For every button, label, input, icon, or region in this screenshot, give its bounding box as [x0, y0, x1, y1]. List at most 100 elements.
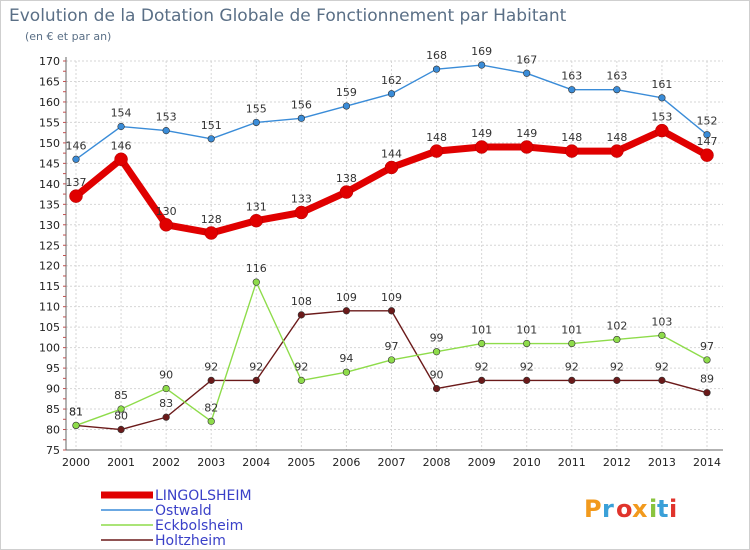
data-label-ostwald-2011: 163 [561, 70, 582, 83]
point-lingolsheim-2011 [565, 144, 579, 158]
point-ostwald-2011 [568, 86, 576, 94]
legend-label-eckbolsheim: Eckbolsheim [155, 518, 243, 534]
point-eckbolsheim-2006 [342, 368, 351, 376]
point-lingolsheim-2010 [519, 140, 534, 154]
point-eckbolsheim-2002 [162, 384, 170, 393]
point-ostwald-2009 [478, 61, 486, 69]
point-ostwald-2003 [207, 135, 215, 143]
data-label-lingolsheim-2006: 138 [336, 172, 357, 185]
x-tick-label-2001: 2001 [107, 456, 135, 469]
data-label-eckbolsheim-2010: 101 [516, 324, 537, 337]
data-label-holtzheim-2007: 109 [381, 291, 402, 304]
point-eckbolsheim-2007 [387, 356, 396, 364]
point-ostwald-2005 [297, 114, 305, 122]
data-label-lingolsheim-2011: 148 [561, 131, 582, 144]
data-label-lingolsheim-2003: 128 [201, 213, 222, 226]
data-label-holtzheim-2011: 92 [565, 360, 579, 373]
data-label-eckbolsheim-2011: 101 [561, 324, 582, 337]
point-holtzheim-2010 [523, 376, 531, 384]
point-eckbolsheim-2001 [117, 405, 125, 413]
data-label-eckbolsheim-2000: 81 [69, 405, 83, 418]
y-tick-label-85: 85 [46, 403, 60, 416]
data-label-holtzheim-2012: 92 [610, 360, 624, 373]
point-holtzheim-2008 [432, 384, 441, 393]
y-tick-label-165: 165 [39, 75, 60, 88]
data-label-ostwald-2013: 161 [651, 78, 672, 91]
point-eckbolsheim-2009 [478, 339, 486, 348]
y-tick-label-110: 110 [39, 301, 60, 314]
y-tick-label-155: 155 [39, 116, 60, 129]
x-tick-label-2007: 2007 [378, 456, 406, 469]
logo-letter-2: o [616, 495, 633, 523]
data-label-lingolsheim-2014: 147 [697, 135, 718, 148]
data-label-ostwald-2010: 167 [516, 53, 537, 66]
data-label-ostwald-2000: 146 [66, 139, 87, 152]
data-label-lingolsheim-2001: 146 [111, 139, 132, 152]
y-tick-label-135: 135 [39, 198, 60, 211]
y-tick-label-115: 115 [39, 280, 60, 293]
point-holtzheim-2012 [613, 376, 621, 384]
x-tick-label-2002: 2002 [152, 456, 180, 469]
y-tick-label-130: 130 [39, 219, 60, 232]
x-tick-label-2014: 2014 [693, 456, 721, 469]
x-tick-label-2008: 2008 [423, 456, 451, 469]
point-lingolsheim-2008 [429, 144, 444, 158]
point-eckbolsheim-2000 [72, 421, 80, 430]
data-label-lingolsheim-2008: 148 [426, 131, 447, 144]
x-tick-label-2006: 2006 [332, 456, 360, 469]
point-ostwald-2014 [703, 131, 711, 139]
point-eckbolsheim-2011 [568, 339, 576, 348]
y-tick-label-125: 125 [39, 239, 60, 252]
data-label-holtzheim-2010: 92 [520, 360, 534, 373]
data-label-holtzheim-2004: 92 [249, 360, 263, 373]
data-label-lingolsheim-2009: 149 [471, 127, 492, 140]
x-tick-label-2009: 2009 [468, 456, 496, 469]
point-lingolsheim-2000 [69, 189, 83, 203]
data-label-eckbolsheim-2009: 101 [471, 324, 492, 337]
y-tick-label-100: 100 [39, 342, 60, 355]
data-label-eckbolsheim-2007: 97 [385, 340, 399, 353]
data-label-ostwald-2002: 153 [156, 111, 177, 124]
data-label-ostwald-2014: 152 [697, 115, 718, 128]
point-ostwald-2008 [432, 65, 441, 73]
data-label-holtzheim-2001: 80 [114, 410, 128, 423]
x-tick-label-2013: 2013 [648, 456, 676, 469]
point-lingolsheim-2014 [700, 148, 714, 162]
logo-letter-1: r [602, 495, 614, 523]
point-eckbolsheim-2008 [432, 348, 441, 356]
y-tick-label-75: 75 [46, 444, 60, 457]
series-layer [69, 61, 714, 434]
data-label-lingolsheim-2004: 131 [246, 201, 267, 214]
logo-letter-6: i [669, 495, 677, 523]
point-eckbolsheim-2005 [297, 376, 305, 384]
data-label-ostwald-2001: 154 [111, 107, 132, 120]
point-lingolsheim-2009 [474, 140, 489, 154]
y-tick-label-150: 150 [39, 137, 60, 150]
legend-label-holtzheim: Holtzheim [155, 533, 226, 549]
logo-letter-0: P [584, 495, 602, 523]
point-holtzheim-2014 [703, 389, 711, 397]
x-tick-label-2012: 2012 [603, 456, 631, 469]
data-label-ostwald-2012: 163 [606, 70, 627, 83]
data-label-holtzheim-2003: 92 [204, 360, 218, 373]
chart-subtitle: (en € et par an) [25, 30, 111, 43]
point-ostwald-2001 [117, 122, 125, 131]
point-holtzheim-2007 [387, 307, 396, 315]
point-lingolsheim-2013 [655, 123, 669, 138]
data-label-lingolsheim-2012: 148 [606, 131, 627, 144]
point-eckbolsheim-2010 [523, 339, 531, 348]
data-label-holtzheim-2000: 81 [69, 405, 83, 418]
x-tick-label-2000: 2000 [62, 456, 90, 469]
data-label-ostwald-2009: 169 [471, 45, 492, 58]
point-holtzheim-2001 [117, 425, 125, 434]
y-tick-label-80: 80 [46, 424, 60, 437]
point-holtzheim-2004 [252, 376, 260, 384]
point-ostwald-2006 [342, 102, 351, 110]
point-holtzheim-2006 [342, 307, 351, 315]
point-holtzheim-2011 [568, 376, 576, 384]
y-tick-label-95: 95 [46, 362, 60, 375]
